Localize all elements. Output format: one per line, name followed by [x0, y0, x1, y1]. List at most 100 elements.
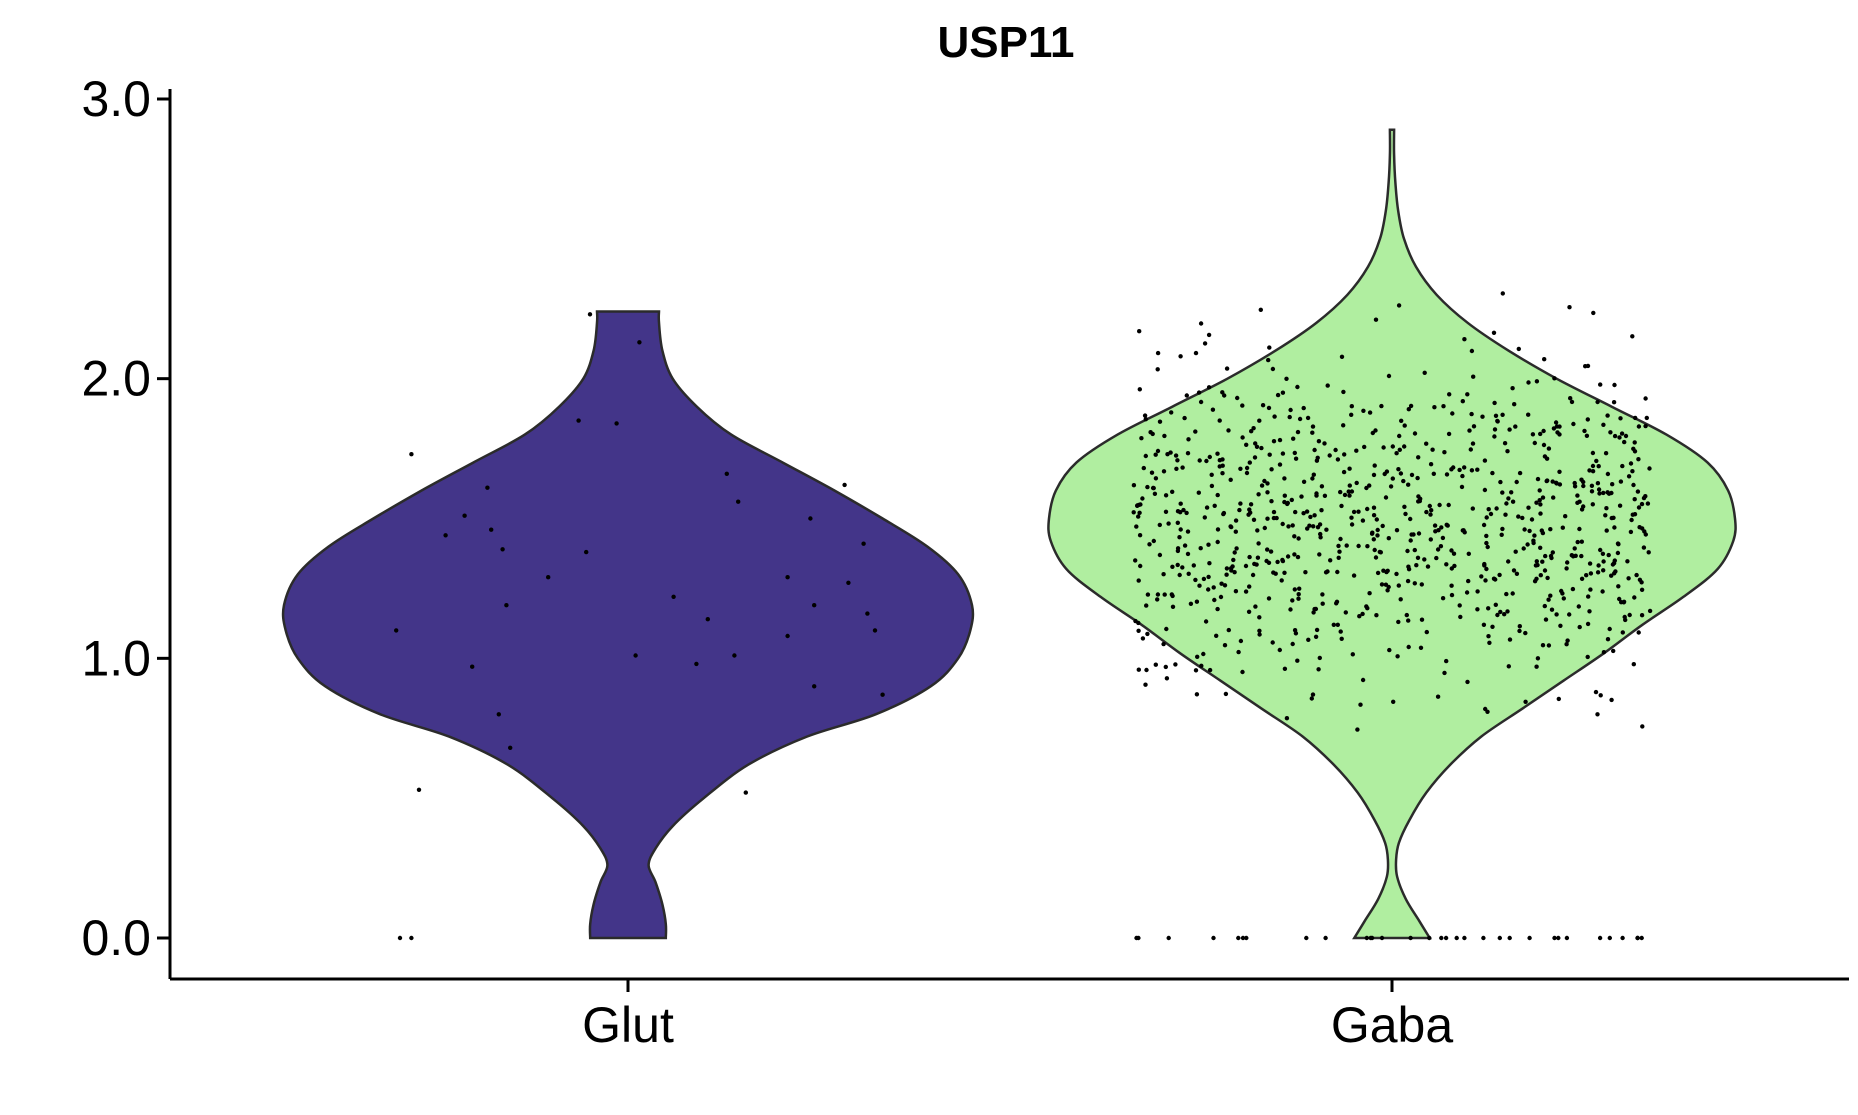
point-gaba-870: [1207, 561, 1212, 566]
point-gaba-143: [1611, 648, 1616, 654]
point-gaba-411: [1416, 455, 1421, 460]
point-gaba-821: [1526, 412, 1531, 417]
point-gaba-712: [1285, 554, 1291, 559]
point-gaba-653: [1196, 390, 1202, 395]
point-gaba-705: [1442, 670, 1447, 676]
point-gaba-859: [1538, 573, 1544, 578]
point-gaba-797: [1444, 658, 1449, 664]
point-gaba-163: [1457, 467, 1462, 473]
point-gaba-811: [1282, 499, 1287, 505]
point-gaba-707: [1316, 667, 1321, 672]
point-gaba-302: [1605, 471, 1611, 477]
point-gaba-518: [1610, 482, 1615, 487]
point-gaba-461: [1178, 510, 1183, 515]
point-gaba-568: [1231, 557, 1236, 563]
point-gaba-48: [1320, 592, 1325, 597]
point-gaba-823: [1418, 496, 1423, 501]
point-glut-29: [785, 575, 790, 580]
point-gaba-213: [1374, 613, 1379, 618]
point-gaba-856: [1458, 614, 1463, 620]
point-gaba-353: [1137, 510, 1142, 515]
point-gaba-304: [1233, 518, 1239, 523]
point-gaba-415: [1409, 472, 1415, 478]
point-gaba-605: [1238, 501, 1243, 506]
point-gaba-761: [1372, 547, 1377, 553]
point-gaba-115: [1185, 529, 1191, 534]
point-glut-13: [508, 745, 513, 750]
point-gaba-641: [1254, 444, 1260, 449]
point-gaba-284: [1215, 527, 1221, 532]
violin-gaba: [1047, 128, 1737, 940]
point-gaba-77: [1178, 354, 1183, 359]
point-gaba-260: [1550, 550, 1556, 555]
point-gaba-525: [1553, 420, 1559, 425]
point-gaba-890: [1480, 414, 1485, 419]
point-gaba-875: [1440, 596, 1446, 601]
point-gaba-221: [1538, 431, 1543, 437]
point-gaba-706: [1497, 572, 1502, 578]
point-gaba-513: [1350, 652, 1356, 657]
point-gaba-237: [1504, 501, 1509, 506]
point-gaba-448: [1394, 571, 1399, 577]
point-gaba-310: [1267, 345, 1272, 350]
point-gaba-255: [1268, 549, 1274, 554]
point-gaba-790: [1493, 413, 1499, 418]
point-gaba-642: [1506, 496, 1511, 501]
point-gaba-830: [1221, 510, 1227, 516]
point-gaba-816: [1219, 581, 1224, 586]
point-gaba-899: [1217, 464, 1222, 469]
point-gaba-416: [1290, 641, 1295, 647]
point-gaba-174: [1290, 598, 1295, 603]
point-gaba-381: [1531, 540, 1536, 546]
point-gaba-581: [1342, 492, 1348, 498]
point-gaba-598: [1396, 583, 1402, 588]
point-gaba-138: [1631, 446, 1636, 451]
point-gaba-889: [1606, 552, 1611, 558]
point-gaba-680: [1440, 535, 1446, 541]
point-gaba-549: [1469, 348, 1475, 354]
point-gaba-242: [1257, 628, 1262, 633]
point-gaba-579: [1626, 474, 1632, 479]
point-gaba-226: [1224, 572, 1229, 577]
point-gaba-808: [1322, 441, 1327, 446]
point-gaba-355: [1396, 619, 1401, 625]
point-gaba-141: [1643, 396, 1648, 401]
point-gaba-785: [1630, 512, 1636, 517]
point-gaba-517: [1576, 604, 1582, 609]
point-gaba-436: [1598, 693, 1603, 698]
point-gaba-542: [1266, 596, 1272, 601]
point-gaba-715: [1542, 454, 1548, 459]
point-gaba-742: [1412, 581, 1418, 586]
point-gaba-651: [1365, 506, 1370, 512]
point-gaba-49: [1161, 469, 1167, 474]
point-gaba-372: [1317, 552, 1322, 557]
point-gaba-125: [1469, 468, 1475, 473]
point-gaba-771: [1289, 497, 1295, 503]
point-gaba-156: [1529, 517, 1535, 522]
point-gaba-354: [1488, 511, 1494, 517]
point-gaba-215: [1633, 415, 1638, 421]
point-gaba-825: [1449, 566, 1455, 571]
point-gaba-532: [1428, 512, 1433, 517]
point-gaba-135: [1537, 498, 1542, 503]
point-gaba-298: [1444, 562, 1449, 567]
point-gaba-634: [1394, 451, 1399, 456]
point-gaba-460: [1267, 452, 1272, 457]
point-gaba-449: [1516, 346, 1522, 352]
point-gaba-376: [1403, 511, 1408, 517]
point-gaba-82: [1194, 599, 1200, 604]
point-gaba-126: [1144, 603, 1149, 608]
point-gaba-35: [1181, 507, 1186, 513]
point-gaba-788: [1484, 515, 1489, 520]
point-gaba-878: [1540, 530, 1546, 536]
point-gaba-810: [1450, 411, 1455, 416]
point-gaba-574: [1269, 467, 1274, 472]
point-gaba-700: [1549, 607, 1555, 612]
point-gaba-655: [1451, 465, 1456, 470]
point-gaba-400: [1419, 582, 1425, 587]
point-gaba-585: [1280, 558, 1286, 564]
point-gaba-701: [1517, 628, 1522, 634]
point-gaba-822: [1605, 490, 1610, 495]
point-gaba-327: [1446, 502, 1451, 508]
point-gaba-492: [1209, 472, 1214, 477]
